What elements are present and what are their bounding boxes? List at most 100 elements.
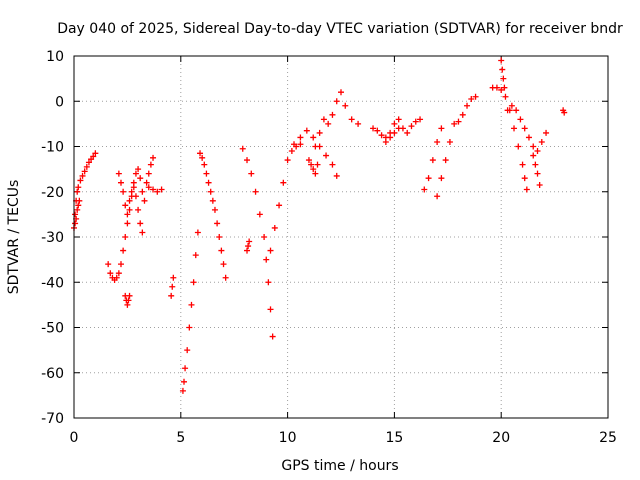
series-arc-20 [489,84,530,193]
data-point [145,170,152,177]
data-point [135,206,142,213]
data-point [141,197,148,204]
series-arc-18 [421,125,445,193]
x-tick-label: 5 [176,430,185,446]
data-point [499,66,506,73]
data-point [126,206,133,213]
data-point [370,125,377,132]
data-point [519,161,526,168]
data-point [425,175,432,182]
data-point [124,301,131,308]
data-point [455,118,462,125]
data-point [395,116,402,123]
y-tick-label: 10 [46,49,64,65]
series-arc-14 [305,157,321,177]
data-point [132,193,139,200]
data-point [248,170,255,177]
data-point [391,120,398,127]
data-point [323,152,330,159]
data-point [308,161,315,168]
data-point [209,197,216,204]
data-point [288,148,295,155]
data-point [181,378,188,385]
data-point [124,211,131,218]
series-arc-24 [560,107,568,116]
data-point [267,247,274,254]
data-point [125,297,132,304]
data-point [122,202,129,209]
data-point [511,125,518,132]
data-point [316,129,323,136]
data-point [404,129,411,136]
data-point [534,148,541,155]
series-arc-22 [504,102,550,155]
data-point [126,292,133,299]
data-point [498,86,505,93]
data-point [244,247,251,254]
series-arc-07 [168,274,177,299]
y-tick-label: -60 [41,366,64,382]
data-point [203,170,210,177]
data-point [451,120,458,127]
data-point [374,127,381,134]
y-tick-label: -10 [41,140,64,156]
data-point [314,161,321,168]
data-point [128,188,135,195]
data-point [85,159,92,166]
y-tick-label: -50 [41,321,64,337]
y-tick-label: -20 [41,185,64,201]
data-point [92,150,99,157]
data-point [538,138,545,145]
series-arc-08 [179,229,201,394]
data-point [395,125,402,132]
series-arc-10 [239,145,276,340]
y-axis-label: SDTVAR / TECUs [6,180,22,295]
data-point [561,109,568,116]
data-point [143,179,150,186]
data-point [124,220,131,227]
data-point [333,172,340,179]
series-arc-09 [197,150,229,281]
series-arc-05 [122,292,133,308]
chart-title: Day 040 of 2025, Sidereal Day-to-day VTE… [57,21,623,37]
data-point [355,120,362,127]
data-point [137,220,144,227]
data-point [280,179,287,186]
data-point [115,270,122,277]
data-point [201,161,208,168]
data-point [150,186,157,193]
data-point [154,188,161,195]
data-point [498,57,505,64]
data-point [504,107,511,114]
data-point [220,261,227,268]
data-point [252,188,259,195]
series-arc-13 [291,127,340,179]
data-point [387,134,394,141]
data-point [521,175,528,182]
y-tick-label: -40 [41,275,64,291]
x-tick-label: 0 [70,430,79,446]
data-point [245,243,252,250]
data-point [412,118,419,125]
series-arc-03 [105,154,157,283]
data-point [284,157,291,164]
data-point [543,129,550,136]
data-point [150,154,157,161]
series-arc-11 [244,238,253,254]
data-point [83,163,90,170]
x-tick-label: 20 [492,430,510,446]
data-point [442,157,449,164]
data-point [244,157,251,164]
data-point [515,143,522,150]
data-point [312,143,319,150]
series-arc-12 [267,141,304,254]
data-point [130,184,137,191]
data-point [500,75,507,82]
data-point [525,134,532,141]
data-point [513,107,520,114]
data-point [338,89,344,96]
data-point [218,247,225,254]
data-point [493,84,500,91]
data-point [120,188,127,195]
